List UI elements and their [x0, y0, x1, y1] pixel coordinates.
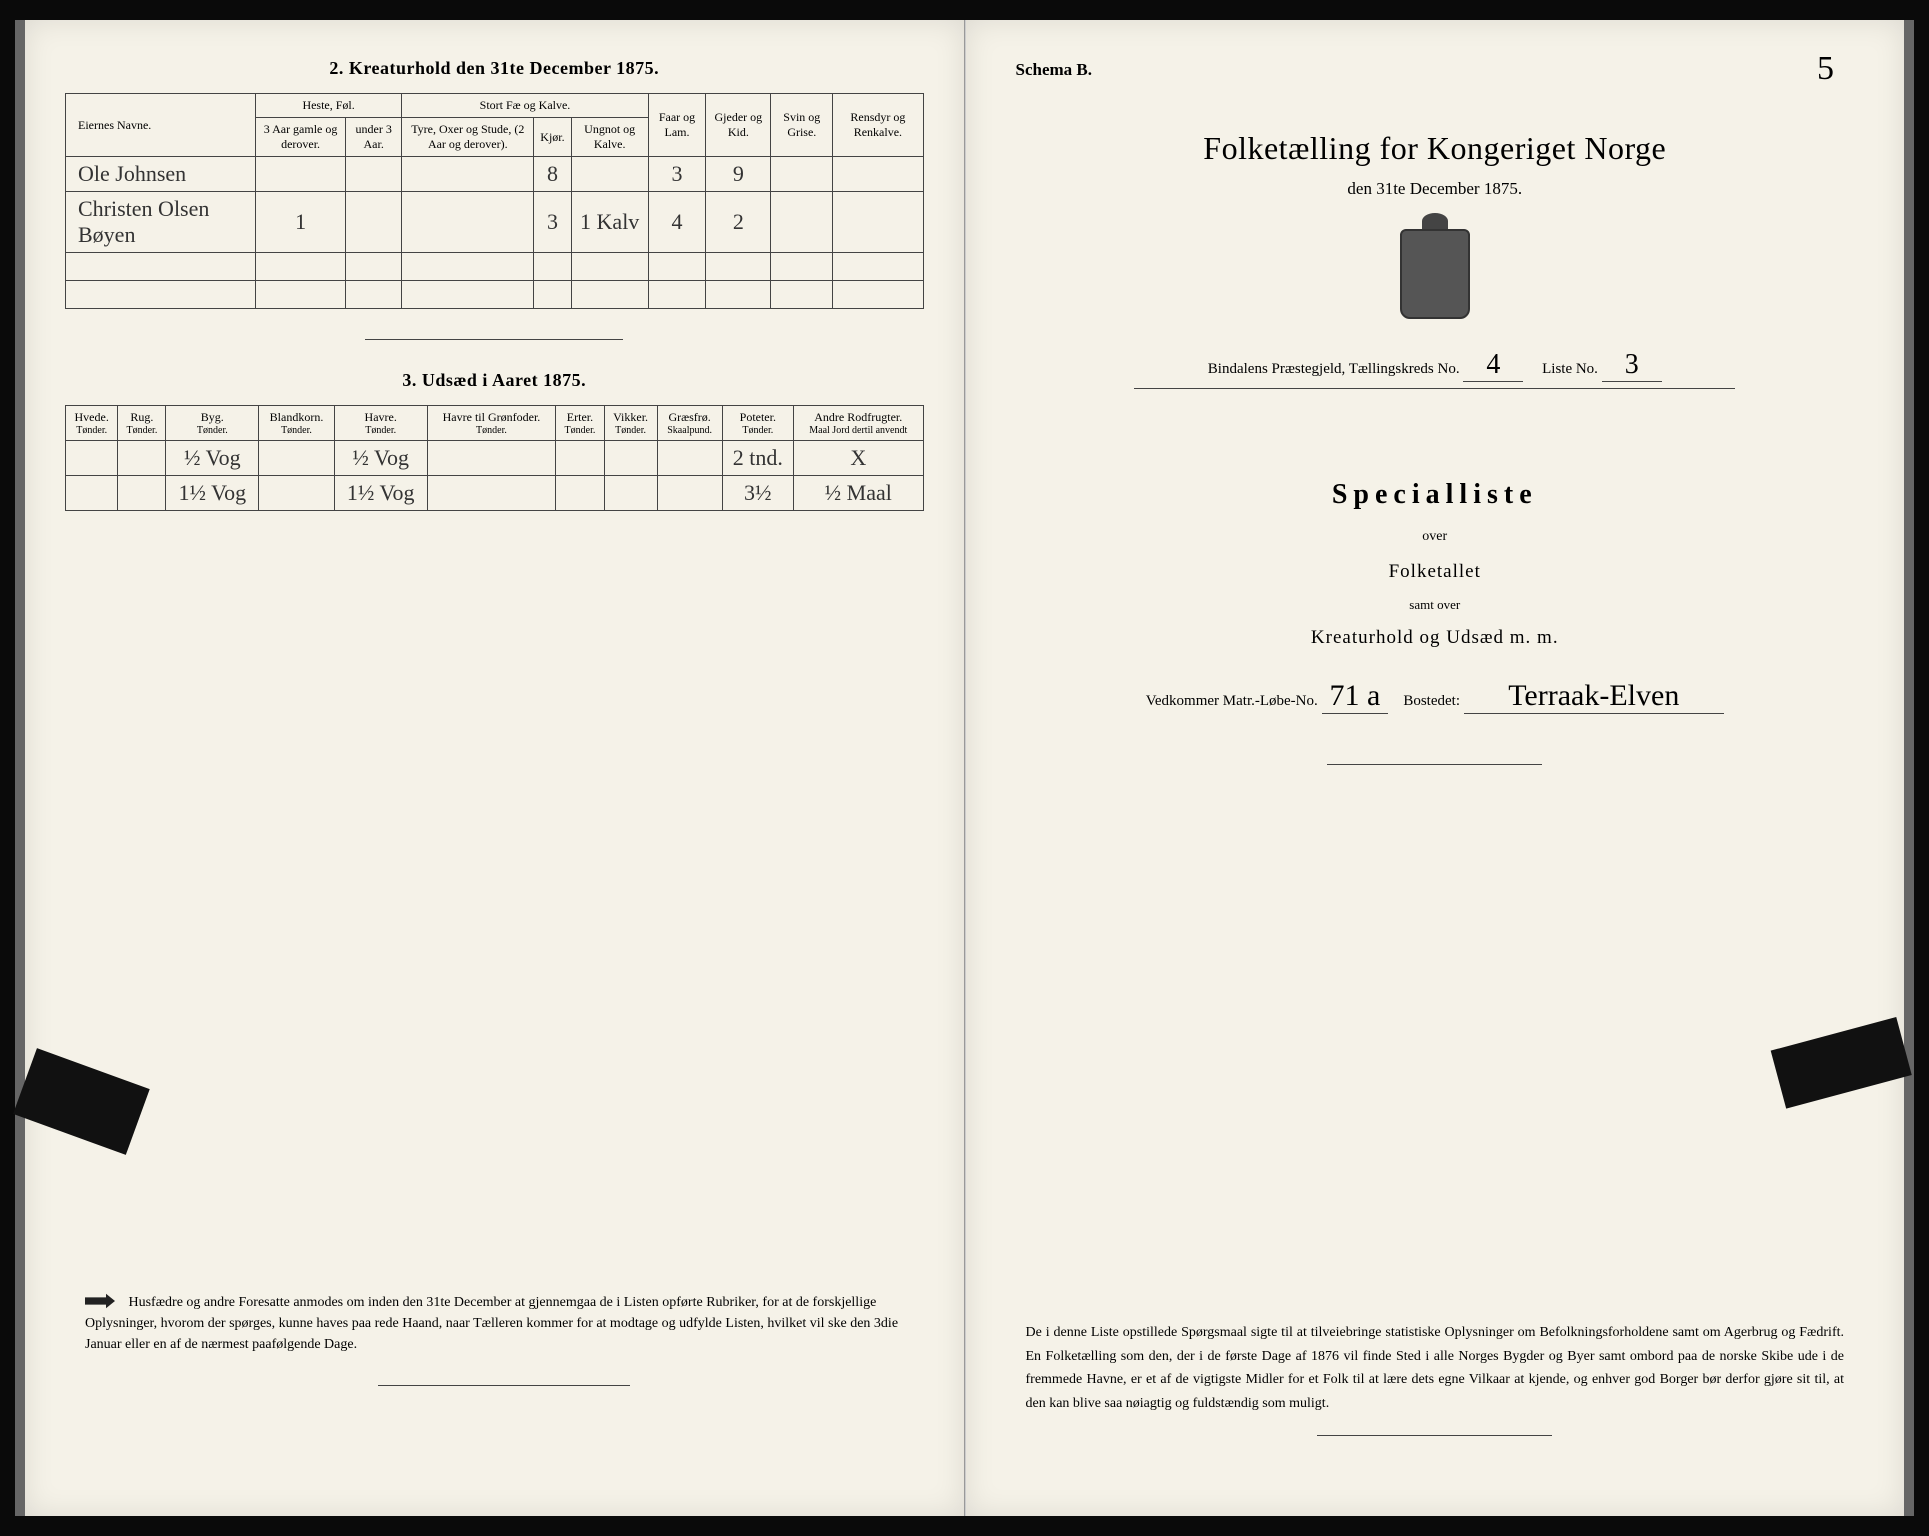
col-stort-a: Tyre, Oxer og Stude, (2 Aar og derover). — [402, 118, 534, 157]
folketallet-label: Folketallet — [1006, 561, 1865, 583]
samt-label: samt over — [1006, 597, 1865, 613]
col-gjeder: Gjeder og Kid. — [706, 94, 771, 157]
left-footer: Husfædre og andre Foresatte anmodes om i… — [85, 1292, 924, 1416]
right-footer: De i denne Liste opstillede Spørgsmaal s… — [1026, 1321, 1845, 1416]
col: Poteter.Tønder. — [722, 406, 793, 441]
col: Havre.Tønder. — [334, 406, 427, 441]
col-heste-group: Heste, Føl. — [256, 94, 402, 118]
col-faar: Faar og Lam. — [648, 94, 706, 157]
table-row — [66, 253, 924, 281]
specialliste-title: Specialliste — [1006, 479, 1865, 511]
kreaturhold-label: Kreaturhold og Udsæd m. m. — [1006, 627, 1865, 649]
right-page: Schema B. 5 Folketælling for Kongeriget … — [965, 20, 1915, 1516]
page-number: 5 — [1817, 50, 1834, 88]
over-label: over — [1006, 529, 1865, 545]
col-heste-a: 3 Aar gamle og derover. — [256, 118, 346, 157]
kreatur-table: Eiernes Navne. Heste, Føl. Stort Fæ og K… — [65, 93, 924, 309]
table-row: Christen Olsen Bøyen 1 3 1 Kalv 4 2 — [66, 192, 924, 253]
col-stort-b: Kjør. — [534, 118, 571, 157]
divider — [365, 339, 623, 340]
col-stort-group: Stort Fæ og Kalve. — [402, 94, 649, 118]
col: Hvede.Tønder. — [66, 406, 118, 441]
table-row — [66, 281, 924, 309]
clip-holder — [1771, 1017, 1912, 1109]
divider — [1317, 1435, 1552, 1436]
col: Andre Rodfrugter.Maal Jord dertil anvend… — [794, 406, 923, 441]
col: Græsfrø.Skaalpund. — [657, 406, 722, 441]
col-svin: Svin og Grise. — [771, 94, 833, 157]
schema-label: Schema B. — [1016, 60, 1865, 80]
col: Blandkorn.Tønder. — [259, 406, 335, 441]
main-title: Folketælling for Kongeriget Norge — [1006, 130, 1865, 167]
pointer-icon — [85, 1292, 115, 1310]
coat-of-arms-icon — [1400, 229, 1470, 319]
col-name: Eiernes Navne. — [66, 94, 256, 157]
col-rensdyr: Rensdyr og Renkalve. — [833, 94, 923, 157]
left-page: 2. Kreaturhold den 31te December 1875. E… — [15, 20, 965, 1516]
col: Byg.Tønder. — [166, 406, 259, 441]
divider — [1327, 764, 1542, 765]
col-stort-c: Ungnot og Kalve. — [571, 118, 648, 157]
table-row: ½ Vog ½ Vog 2 tnd. X — [66, 441, 924, 476]
bostedet-line: Vedkommer Matr.-Løbe-No. 71 a Bostedet: … — [1006, 679, 1865, 714]
col: Erter.Tønder. — [556, 406, 604, 441]
col: Havre til Grønfoder.Tønder. — [427, 406, 556, 441]
section3-title: 3. Udsæd i Aaret 1875. — [65, 370, 924, 391]
table-row: Ole Johnsen 8 3 9 — [66, 157, 924, 192]
sub-title: den 31te December 1875. — [1006, 179, 1865, 199]
udsaed-table: Hvede.Tønder. Rug.Tønder. Byg.Tønder. Bl… — [65, 405, 924, 511]
clip-holder — [13, 1048, 150, 1155]
section2-title: 2. Kreaturhold den 31te December 1875. — [65, 58, 924, 79]
kreds-line: Bindalens Præstegjeld, Tællingskreds No.… — [1134, 349, 1735, 389]
col: Vikker.Tønder. — [604, 406, 657, 441]
col-heste-b: under 3 Aar. — [346, 118, 402, 157]
table-row: 1½ Vog 1½ Vog 3½ ½ Maal — [66, 476, 924, 511]
col: Rug.Tønder. — [118, 406, 166, 441]
